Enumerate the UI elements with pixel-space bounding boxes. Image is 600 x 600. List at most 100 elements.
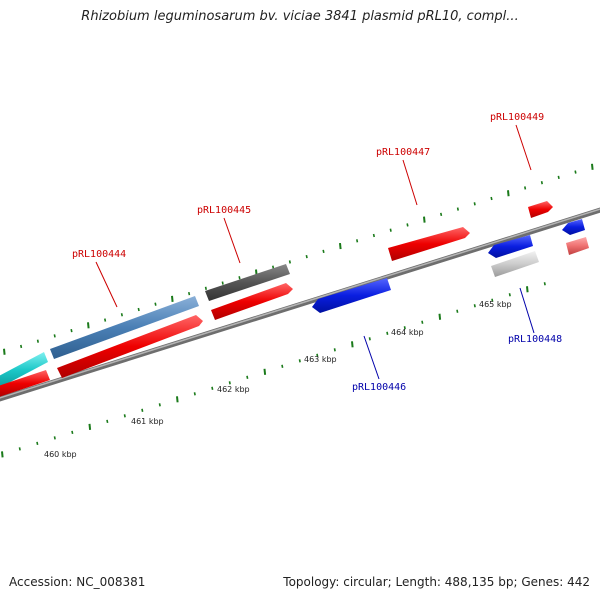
- kbp-label-464: 464 kbp: [391, 328, 424, 337]
- tick-mark: [490, 196, 493, 201]
- tick-mark: [333, 348, 336, 352]
- tick-mark: [53, 334, 56, 338]
- map-title: Rhizobium leguminosarum bv. viciae 3841 …: [81, 9, 519, 24]
- tick-mark: [386, 331, 389, 335]
- tick-mark: [423, 216, 426, 223]
- tick-mark: [368, 337, 371, 341]
- tick-mark: [507, 190, 510, 197]
- backbone-line: [0, 207, 600, 402]
- tick-mark: [238, 276, 241, 280]
- gene-label-pRL100447[interactable]: pRL100447: [376, 147, 430, 158]
- tick-mark: [339, 242, 342, 250]
- gene-pRL100449-arrow[interactable]: [528, 201, 553, 218]
- inner-tick-marks: [1, 282, 546, 458]
- gene-pRL100444-arrow[interactable]: [57, 315, 203, 378]
- tick-mark: [473, 304, 476, 308]
- tick-mark: [524, 186, 527, 190]
- tick-mark: [372, 233, 375, 238]
- tick-mark: [508, 293, 511, 297]
- tick-mark: [211, 386, 214, 390]
- kbp-label-460: 460 kbp: [44, 450, 77, 459]
- tick-mark: [1, 451, 4, 458]
- tick-mark: [456, 309, 459, 313]
- tick-mark: [557, 175, 560, 180]
- gene-pRL100447-arrow[interactable]: [388, 227, 470, 261]
- tick-mark: [272, 265, 275, 269]
- tick-mark: [20, 344, 23, 349]
- tick-mark: [18, 447, 21, 451]
- kbp-label-461: 461 kbp: [131, 417, 164, 426]
- gene-label-pRL100448[interactable]: pRL100448: [508, 334, 562, 345]
- tick-mark: [71, 430, 74, 435]
- tick-mark: [123, 414, 126, 418]
- tick-mark: [193, 392, 196, 396]
- connector-pRL100449: [515, 124, 532, 171]
- gene-pRL100446-arrow[interactable]: [312, 278, 391, 313]
- tick-mark: [351, 341, 354, 348]
- tick-mark: [171, 295, 174, 303]
- tick-mark: [281, 364, 284, 368]
- tick-mark: [316, 353, 319, 357]
- kbp-label-465: 465 kbp: [479, 300, 512, 309]
- outer-tick-marks: [3, 163, 594, 355]
- connector-pRL100444: [95, 261, 118, 308]
- tick-mark: [456, 207, 459, 211]
- gene-pink-feature[interactable]: [566, 237, 589, 255]
- tick-mark: [440, 212, 443, 217]
- tick-mark: [158, 403, 161, 407]
- tick-mark: [491, 298, 494, 302]
- tick-mark: [88, 423, 92, 430]
- tick-mark: [141, 408, 144, 412]
- gene-light-gray-feature[interactable]: [491, 251, 539, 277]
- gene-blue-feature-right[interactable]: [562, 219, 585, 235]
- tick-mark: [288, 260, 291, 264]
- tick-mark: [574, 170, 577, 174]
- gene-steel-feature[interactable]: [50, 296, 199, 359]
- gene-cyan-feature[interactable]: [0, 352, 48, 388]
- tick-mark: [36, 339, 39, 343]
- tick-mark: [406, 223, 409, 227]
- tick-mark: [204, 286, 207, 290]
- backbone-highlight: [0, 208, 600, 399]
- tick-mark: [246, 375, 249, 379]
- summary-text: Topology: circular; Length: 488,135 bp; …: [283, 575, 590, 589]
- gene-pRL100445-arrow[interactable]: [211, 283, 293, 320]
- gene-label-pRL100445[interactable]: pRL100445: [197, 205, 251, 216]
- connector-pRL100445: [223, 217, 241, 264]
- tick-mark: [176, 396, 179, 403]
- tick-mark: [188, 291, 191, 296]
- tick-mark: [591, 163, 594, 170]
- tick-mark: [298, 359, 301, 363]
- tick-mark: [421, 320, 424, 324]
- tick-mark: [389, 228, 392, 232]
- tick-mark: [221, 281, 224, 285]
- connector-pRL100447: [402, 159, 418, 206]
- tick-mark: [543, 282, 546, 286]
- gene-label-pRL100449[interactable]: pRL100449: [490, 112, 544, 123]
- gene-pRL100448-arrow[interactable]: [488, 235, 533, 258]
- tick-mark: [36, 441, 39, 446]
- gene-label-pRL100444[interactable]: pRL100444: [72, 249, 126, 260]
- connector-pRL100446: [363, 335, 380, 380]
- kbp-label-463: 463 kbp: [304, 355, 337, 364]
- tick-mark: [526, 286, 529, 293]
- tick-mark: [473, 202, 476, 206]
- connector-pRL100448: [519, 287, 535, 334]
- gene-red-feature-left[interactable]: [0, 370, 50, 397]
- tick-mark: [154, 302, 157, 306]
- gene-gray-feature[interactable]: [205, 264, 290, 301]
- tick-mark: [403, 326, 406, 330]
- accession-text: Accession: NC_008381: [9, 575, 146, 589]
- tick-mark: [87, 322, 90, 329]
- tick-mark: [438, 313, 442, 320]
- kbp-label-462: 462 kbp: [217, 385, 250, 394]
- tick-mark: [356, 239, 359, 243]
- gene-label-pRL100446[interactable]: pRL100446: [352, 382, 406, 393]
- tick-mark: [540, 181, 543, 185]
- tick-mark: [137, 307, 140, 312]
- tick-mark: [3, 348, 6, 355]
- tick-mark: [53, 436, 56, 440]
- tick-mark: [104, 318, 107, 322]
- tick-mark: [106, 419, 109, 424]
